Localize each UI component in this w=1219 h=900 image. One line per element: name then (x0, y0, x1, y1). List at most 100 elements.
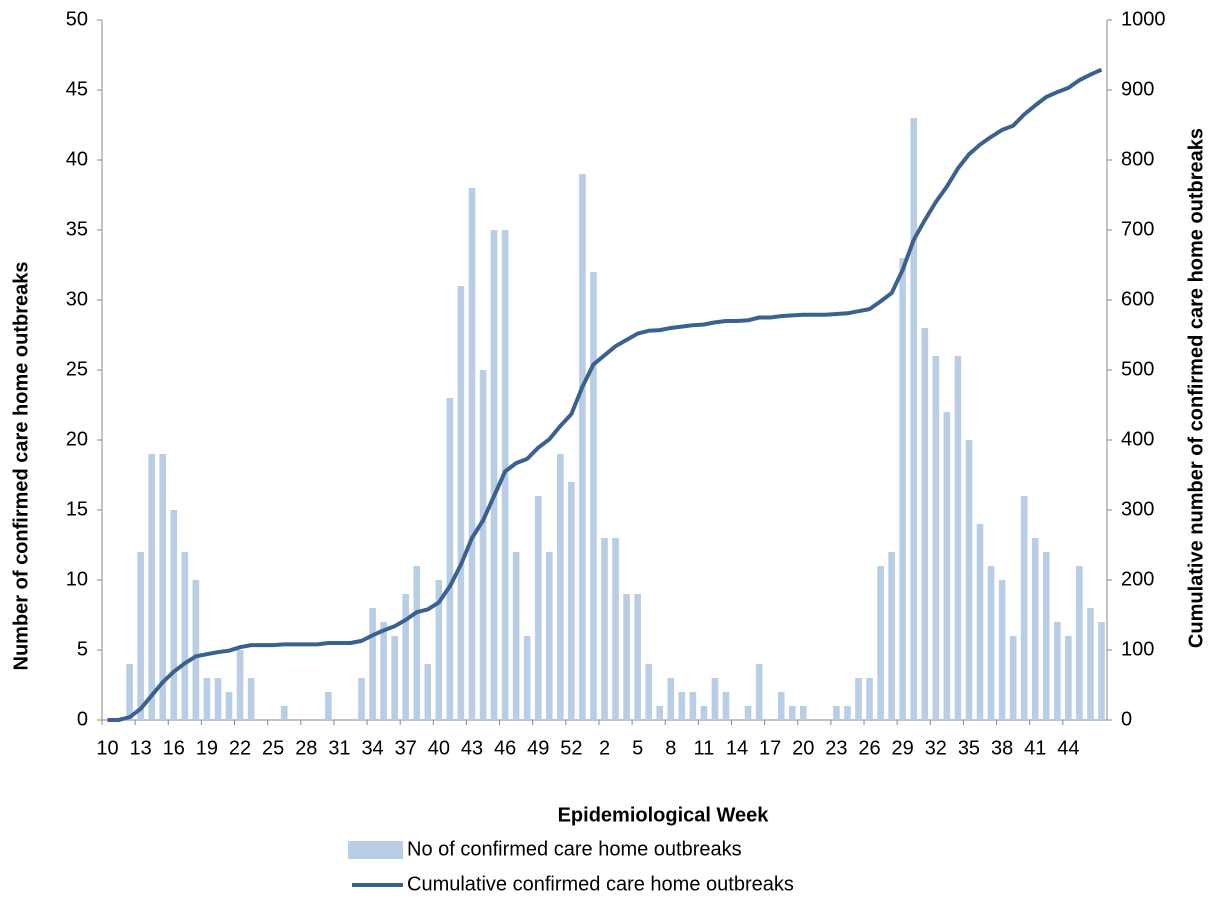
bar (325, 692, 332, 720)
y-tick-label: 50 (66, 8, 88, 30)
bar (656, 706, 664, 720)
bar (568, 482, 575, 720)
x-tick-label: 29 (892, 737, 914, 759)
y2-tick-label: 0 (1121, 708, 1132, 730)
x-tick-label: 19 (196, 737, 218, 759)
x-tick-label: 8 (665, 737, 676, 759)
bar (490, 230, 498, 720)
bar (866, 678, 873, 720)
legend-label: Cumulative confirmed care home outbreaks (407, 873, 794, 895)
bar (888, 552, 895, 720)
bar (446, 398, 454, 720)
bar (181, 552, 189, 720)
bar (225, 692, 233, 720)
x-tick-label: 13 (130, 737, 152, 759)
y-tick-label: 40 (66, 148, 88, 170)
bar (534, 496, 542, 720)
y2-tick-label: 200 (1121, 568, 1154, 590)
y2-tick-label: 1000 (1121, 8, 1166, 30)
bar (247, 678, 255, 720)
bar (557, 454, 564, 720)
bar (1020, 496, 1028, 720)
x-tick-label: 44 (1057, 737, 1079, 759)
y2-tick-label: 600 (1121, 288, 1154, 310)
bar (457, 286, 465, 720)
bar (148, 454, 156, 720)
y-tick-label: 10 (66, 568, 88, 590)
x-tick-label: 43 (461, 737, 483, 759)
y2-tick-label: 400 (1121, 428, 1154, 450)
bar (877, 566, 884, 720)
bar (424, 664, 432, 720)
bar (590, 272, 597, 720)
x-tick-label: 2 (599, 737, 610, 759)
bar (921, 328, 929, 720)
y2-tick-label: 300 (1121, 498, 1154, 520)
bar (512, 552, 520, 720)
y2-tick-label: 700 (1121, 218, 1154, 240)
bar (203, 678, 211, 720)
bar (623, 594, 630, 720)
y2-tick-label: 800 (1121, 148, 1154, 170)
x-tick-label: 31 (328, 737, 350, 759)
y-tick-label: 25 (66, 358, 88, 380)
y-tick-label: 20 (66, 428, 88, 450)
bar (755, 664, 763, 720)
bar (1053, 622, 1061, 720)
bar (612, 538, 619, 720)
bar (777, 692, 785, 720)
bar (965, 440, 973, 720)
bar (192, 580, 200, 720)
x-tick-label: 5 (632, 737, 643, 759)
bar (413, 566, 421, 720)
bar (689, 692, 697, 720)
bar (987, 566, 995, 720)
bar (1076, 566, 1083, 720)
bar (711, 678, 719, 720)
bar (170, 510, 178, 720)
y-tick-label: 0 (77, 708, 88, 730)
x-tick-label: 20 (792, 737, 814, 759)
line (107, 67, 1103, 722)
x-axis-title: Epidemiological Week (558, 804, 770, 826)
bar (1031, 538, 1039, 720)
bar (899, 258, 906, 720)
x-tick-label: 41 (1024, 737, 1046, 759)
x-tick-label: 10 (96, 737, 118, 759)
x-tick-label: 34 (361, 737, 383, 759)
y-tick-label: 35 (66, 218, 88, 240)
bar (799, 706, 807, 720)
bar (579, 174, 586, 720)
bar (932, 356, 940, 720)
bar (523, 636, 531, 720)
bar (402, 594, 410, 720)
y-tick-label: 5 (77, 638, 88, 660)
bar (788, 706, 796, 720)
x-tick-label: 23 (825, 737, 847, 759)
x-tick-label: 35 (958, 737, 980, 759)
bar (601, 538, 608, 720)
bar (479, 370, 487, 720)
bar (1087, 608, 1094, 720)
y-tick-label: 15 (66, 498, 88, 520)
bar (214, 678, 222, 720)
bar (645, 664, 652, 720)
x-tick-label: 38 (991, 737, 1013, 759)
x-tick-label: 16 (163, 737, 185, 759)
bar (159, 454, 167, 720)
x-tick-label: 26 (858, 737, 880, 759)
bar (833, 706, 840, 720)
y2-tick-label: 500 (1121, 358, 1154, 380)
bar (435, 580, 443, 720)
x-tick-label: 25 (262, 737, 284, 759)
bar (391, 636, 398, 720)
bar (910, 118, 918, 720)
bar (700, 706, 708, 720)
bar (369, 608, 376, 720)
x-tick-label: 32 (925, 737, 947, 759)
bar (545, 552, 553, 720)
y2-tick-label: 100 (1121, 638, 1154, 660)
x-tick-label: 52 (560, 737, 582, 759)
bar (1098, 622, 1105, 720)
